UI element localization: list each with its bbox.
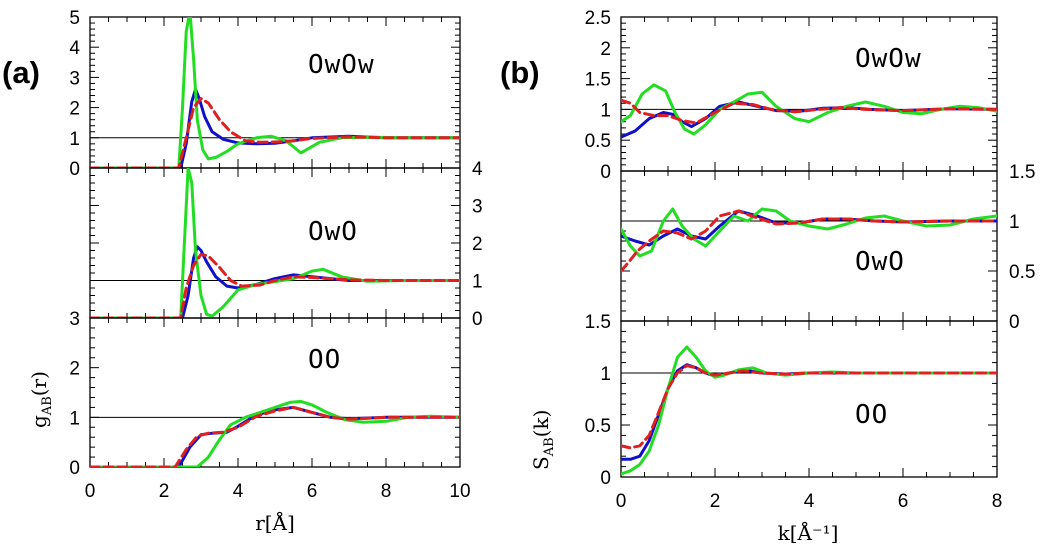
y-tick-label-a-owo: 0 [472,309,483,330]
y-tick-label-b-owow: 0.5 [585,131,611,152]
series-red-a-owow [90,97,460,168]
y-tick-label-a-owow: 5 [69,8,80,29]
y-axis-title-sub-a: AB [40,396,55,416]
x-tick-label-b: 8 [992,491,1003,512]
y-tick-label-a-owow: 2 [69,99,80,120]
x-tick-label-b: 0 [616,491,627,512]
series-green-a-oo [90,399,460,467]
y-tick-label-b-owo: 1.5 [1009,162,1035,183]
y-tick-label-b-owow: 1 [600,100,611,121]
panel-frame-a-oo [89,317,461,468]
y-tick-label-a-owow: 0 [69,159,80,180]
series-blue-a-owow [90,88,460,168]
figure-a: (a) 0 1 2 3 4 5 0 1 2 3 4 0 1 2 3 0 2 4 6 8 10 r[Å] gAB(r) O… [2,8,483,535]
y-tick-label-a-oo: 2 [69,359,80,380]
x-tick-label-a: 10 [449,481,470,502]
y-tick-label-a-owow: 4 [69,38,80,59]
x-tick-label-b: 6 [898,491,909,512]
series-red-b-owow [621,98,997,125]
y-axis-title-tail-a: (r) [27,371,51,396]
y-tick-label-b-oo: 1.5 [585,312,611,333]
panel-b-oo: 0 0.5 1 1.5 [585,312,998,489]
panel-name-b-owow: OwOw [855,44,922,74]
x-tick-label-b: 4 [804,491,815,512]
series-red-a-oo [90,405,460,467]
y-tick-label-a-owo: 3 [472,197,483,218]
panel-a-oo: 0 1 2 3 [69,309,461,479]
y-tick-label-a-owow: 3 [69,68,80,89]
x-tick-label-a: 6 [307,481,318,502]
y-axis-title-tail-b: (k) [529,410,553,438]
panel-name-a-owow: OwOw [308,50,375,80]
x-tick-label-b: 2 [710,491,721,512]
x-tick-label-a: 2 [159,481,170,502]
panel-frame-b-owo [620,170,998,322]
panel-b-owo: 0 0.5 1 1.5 [620,162,1035,333]
series-blue-b-oo [621,363,997,461]
y-axis-title-sub-b: AB [542,437,557,457]
y-axis-title-main-b: S [529,456,553,470]
y-tick-label-a-oo: 1 [69,408,80,429]
y-tick-label-b-owow: 2.5 [585,8,611,29]
series-green-b-owow [621,83,997,136]
panel-name-a-owo: OwO [308,217,358,247]
panel-frames-a: 0 1 2 3 4 5 0 1 2 3 4 0 1 2 3 0 2 4 6 8 10 [69,8,483,502]
series-green-a-owow [90,17,460,168]
y-axis-title-b: SAB(k) [529,410,557,470]
y-tick-label-a-owow: 1 [69,129,80,150]
y-tick-label-b-oo: 0.5 [585,416,611,437]
x-axis-title-a: r[Å] [255,510,295,535]
panel-name-a-oo: OO [308,345,341,375]
panel-name-b-oo: OO [855,400,888,430]
series-red-b-oo [621,364,997,450]
y-tick-label-b-oo: 1 [600,364,611,385]
y-tick-label-a-oo: 3 [69,309,80,330]
series-green-a-owo [90,168,460,318]
series-red-a-owo [90,252,460,318]
y-tick-label-b-owo: 1 [1009,212,1020,233]
y-tick-label-a-owo: 2 [472,234,483,255]
panel-frame-b-oo [620,320,998,478]
panel-a-owow: 0 1 2 3 4 5 [69,8,461,180]
x-tick-label-a: 8 [381,481,392,502]
panel-frame-a-owow [89,16,461,169]
y-axis-title-main-a: g [27,415,51,428]
y-axis-title-a: gAB(r) [27,371,55,428]
panel-frame-b-owow [620,16,998,172]
y-tick-label-b-owow: 0 [600,162,611,183]
figure-label-b: (b) [500,55,540,90]
series-red-b-owo [621,209,997,273]
y-tick-label-a-oo: 0 [69,458,80,479]
panel-a-owo: 0 1 2 3 4 [89,159,483,330]
series-green-b-oo [621,345,997,476]
panel-frame-a-owo [89,167,461,319]
panel-name-b-owo: OwO [855,247,905,277]
y-tick-label-a-owo: 4 [472,159,483,180]
y-tick-label-b-owo: 0 [1009,312,1020,333]
y-tick-label-b-oo: 0 [600,468,611,489]
y-tick-label-b-owow: 1.5 [585,70,611,91]
figure-label-a: (a) [2,55,40,90]
y-tick-label-b-owo: 0.5 [1009,262,1035,283]
x-tick-label-a: 0 [85,481,96,502]
y-tick-label-b-owow: 2 [600,39,611,60]
x-tick-label-a: 4 [233,481,244,502]
panel-b-owow: 0 0.5 1 1.5 2 2.5 [585,8,998,183]
figure-b: (b) 0 0.5 1 1.5 2 2.5 0 0.5 1 1.5 0 0.5 1 1.5 0 2 4 6 8 k[… [500,8,1035,545]
panel-frames-b: 0 0.5 1 1.5 2 2.5 0 0.5 1 1.5 0 0.5 1 1.5 0 2 4 6 8 [585,8,1036,512]
x-axis-title-b: k[Å⁻¹] [778,520,839,545]
y-tick-label-a-owo: 1 [472,272,483,293]
